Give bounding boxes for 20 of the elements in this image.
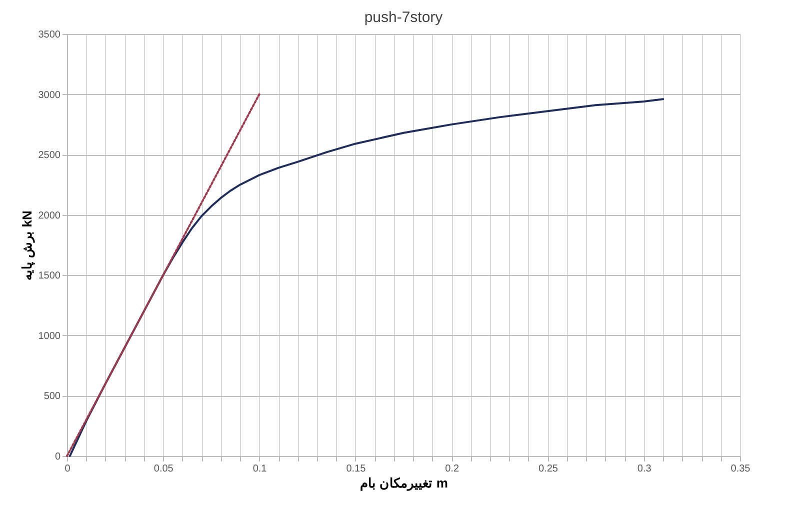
- x-tick-label: 0.05: [154, 464, 174, 474]
- x-tick-label: 0.1: [252, 464, 268, 474]
- x-tick-label: 0.25: [538, 464, 558, 474]
- y-tick-label: 500: [44, 391, 61, 402]
- x-tick-label: 0.15: [346, 464, 366, 474]
- y-tick-label: 2500: [38, 150, 61, 162]
- x-axis-title: تغییرمکان بام m: [360, 476, 448, 492]
- y-tick-label: 3000: [38, 90, 61, 101]
- x-tick-label: 0.35: [730, 464, 751, 474]
- y-tick-label: 2000: [38, 210, 61, 222]
- x-tick-label: 0: [64, 464, 71, 474]
- y-tick-label: 1000: [38, 330, 61, 342]
- y-tick-label: 3500: [38, 30, 61, 40]
- y-axis-title: برش پایه kN: [19, 210, 36, 280]
- chart-title: push-7story: [364, 9, 444, 26]
- x-tick-label: 0.3: [637, 464, 652, 474]
- line-series: [68, 98, 664, 457]
- x-tick-label: 0.2: [445, 464, 460, 474]
- y-tick-label: 0: [54, 452, 61, 462]
- y-tick-label: 1500: [38, 270, 61, 282]
